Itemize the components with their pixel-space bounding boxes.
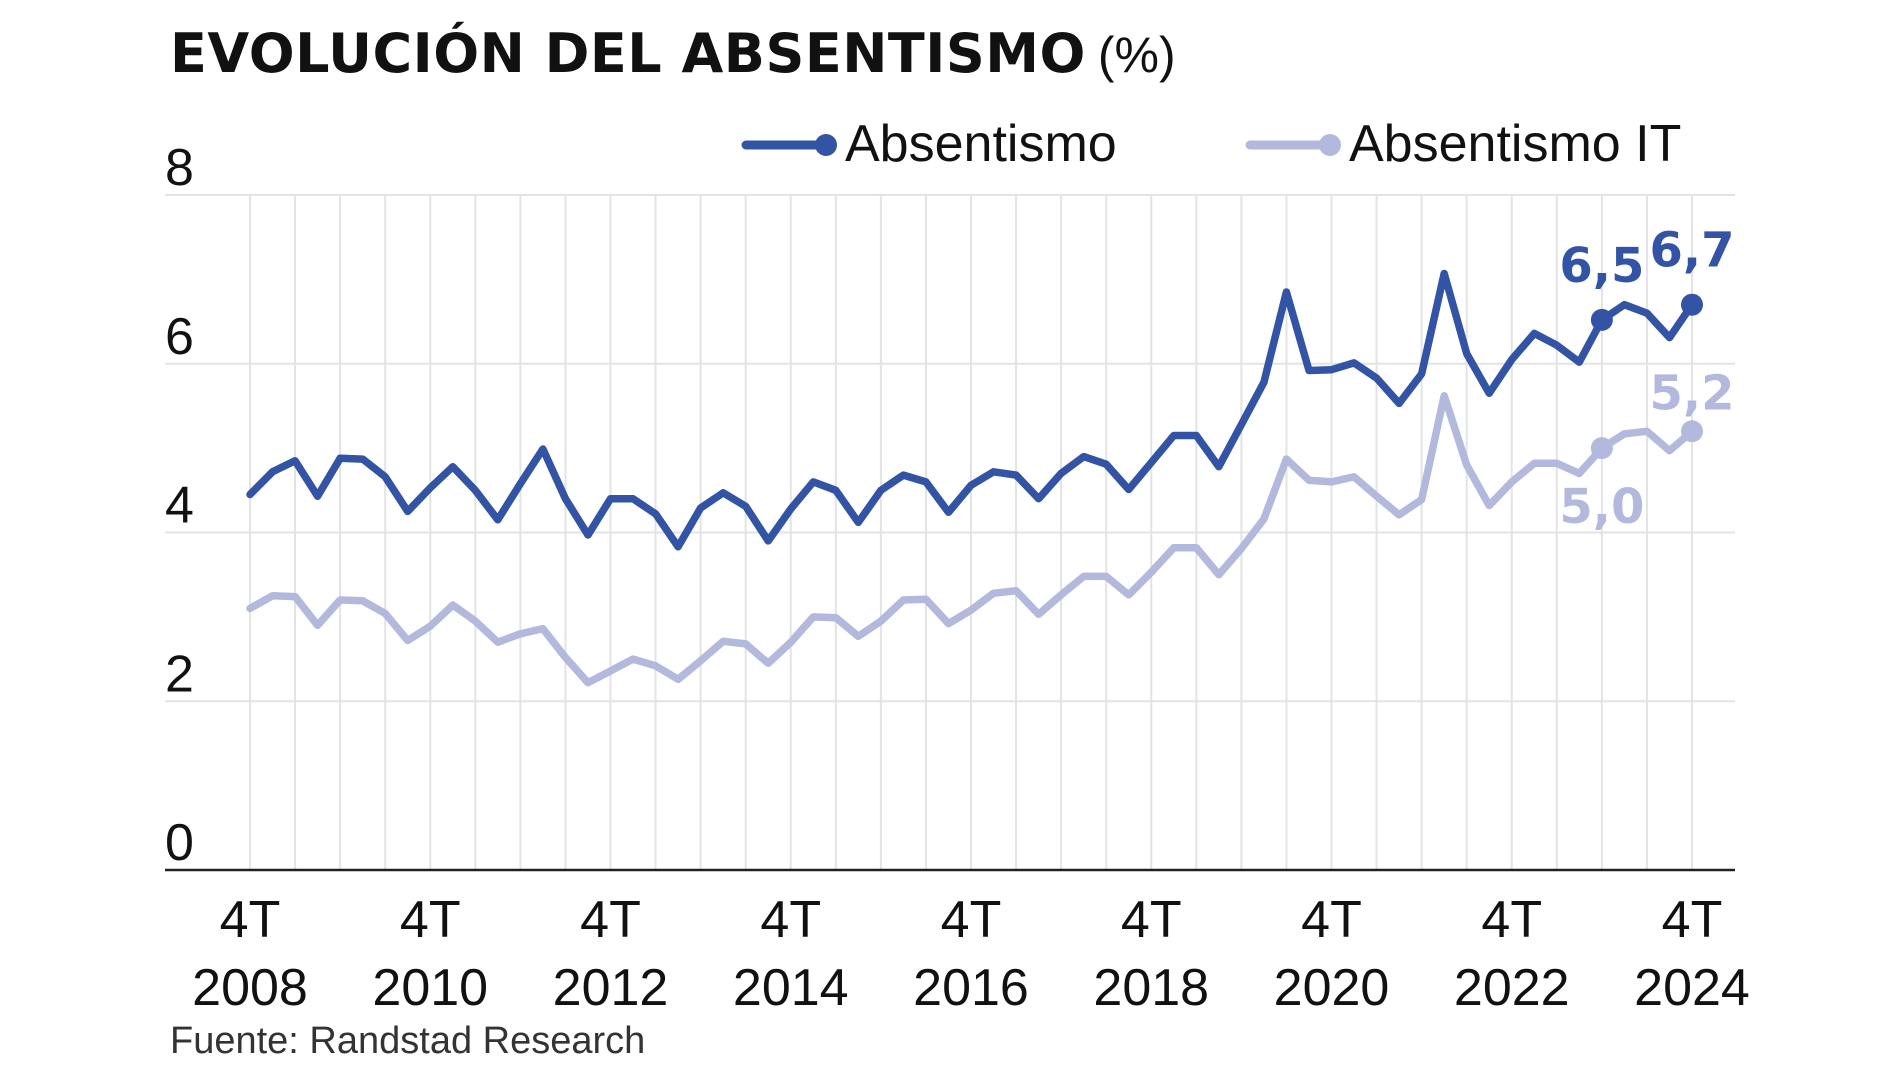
y-tick-label: 0: [165, 814, 194, 872]
highlight-points: 6,5 6,7 5,0 5,2: [1559, 223, 1734, 535]
y-tick-label: 8: [165, 139, 194, 197]
x-tick-label: 2014: [733, 959, 849, 1017]
x-tick-label: 4T: [1662, 891, 1723, 949]
data-label: 5,0: [1559, 479, 1644, 535]
x-tick-label: 2022: [1454, 959, 1570, 1017]
data-label: 6,5: [1559, 238, 1644, 294]
legend-label-absentismo-it: Absentismo IT: [1349, 115, 1681, 173]
x-tick-label: 2018: [1093, 959, 1209, 1017]
x-tick-label: 4T: [1121, 891, 1182, 949]
highlight-point: [1590, 308, 1613, 331]
y-tick-label: 6: [165, 308, 194, 366]
x-tick-label: 4T: [760, 891, 821, 949]
x-tick-label: 2016: [913, 959, 1029, 1017]
x-tick-label: 2012: [553, 959, 669, 1017]
highlight-point: [1681, 420, 1703, 443]
series-line-absentismo-it: [246, 392, 1696, 687]
series-lines: [246, 269, 1696, 687]
x-tick-label: 4T: [580, 891, 641, 949]
x-axis-ticks: 4T 2008 4T 2010 4T 2012 4T 2014 4T 2016 4T 2018 4T 20…: [192, 891, 1750, 1017]
data-label: 5,2: [1649, 365, 1734, 421]
legend-label-absentismo: Absentismo: [845, 115, 1117, 173]
x-tick-label: 2008: [192, 959, 308, 1017]
grid-lines: [165, 194, 1735, 872]
highlight-point: [1681, 293, 1703, 316]
data-label: 6,7: [1649, 223, 1734, 279]
legend: Absentismo Absentismo IT: [741, 115, 1681, 173]
source-note: Fuente: Randstad Research: [170, 1020, 646, 1062]
x-tick-label: 4T: [220, 891, 281, 949]
y-tick-label: 4: [165, 477, 194, 535]
y-tick-label: 2: [165, 645, 194, 703]
series-line-absentismo: [246, 269, 1696, 551]
chart-title: EVOLUCIÓN DEL ABSENTISMO (%): [170, 22, 1176, 85]
legend-marker-absentismo: [815, 134, 837, 156]
highlight-point: [1590, 437, 1613, 460]
x-tick-label: 4T: [1301, 891, 1362, 949]
x-tick-label: 2010: [372, 959, 488, 1017]
y-axis-ticks: 0 2 4 6 8: [165, 139, 194, 872]
x-tick-label: 2024: [1634, 959, 1750, 1017]
x-tick-label: 4T: [1481, 891, 1542, 949]
x-tick-label: 4T: [400, 891, 461, 949]
legend-marker-absentismo-it: [1319, 134, 1341, 156]
x-tick-label: 4T: [941, 891, 1002, 949]
x-tick-label: 2020: [1274, 959, 1390, 1017]
chart-title-unit: (%): [1097, 27, 1176, 83]
chart-title-text: EVOLUCIÓN DEL ABSENTISMO: [170, 22, 1086, 85]
